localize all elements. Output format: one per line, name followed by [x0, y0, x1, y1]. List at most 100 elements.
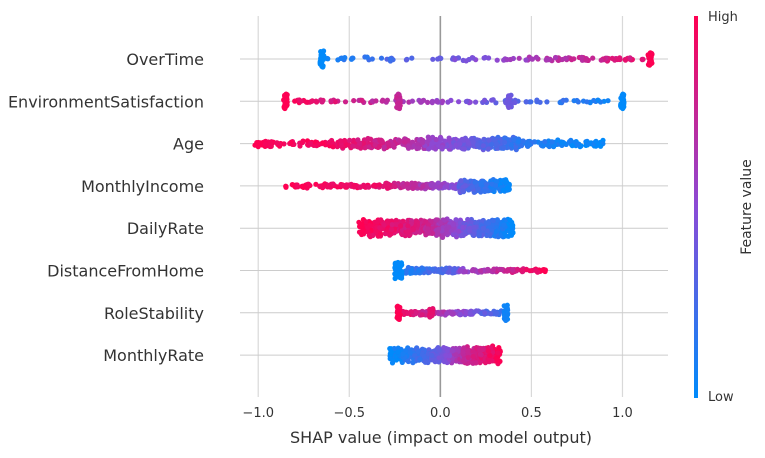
- shap-point: [294, 182, 300, 188]
- shap-point: [598, 143, 604, 149]
- shap-point: [540, 143, 546, 149]
- shap-point: [400, 351, 406, 357]
- shap-point: [342, 55, 348, 61]
- shap-point: [403, 57, 409, 63]
- shap-point: [569, 57, 575, 63]
- shap-point: [516, 138, 522, 144]
- shap-point: [529, 56, 536, 62]
- shap-point: [389, 222, 395, 228]
- shap-point: [308, 140, 314, 147]
- shap-point: [385, 140, 391, 146]
- shap-point: [458, 178, 464, 184]
- shap-point: [386, 182, 393, 188]
- shap-point: [318, 98, 325, 104]
- shap-point: [436, 268, 442, 274]
- feature-label: DistanceFromHome: [47, 262, 204, 281]
- grid-layer: [257, 16, 624, 397]
- shap-point: [390, 142, 396, 148]
- shap-point: [389, 226, 395, 233]
- shap-point: [639, 56, 645, 63]
- shap-point: [502, 231, 508, 237]
- shap-point: [425, 99, 431, 105]
- shap-point: [433, 217, 439, 223]
- shap-point: [325, 56, 331, 62]
- shap-point: [465, 354, 471, 361]
- shap-point: [452, 57, 458, 63]
- shap-point: [472, 179, 478, 185]
- shap-point: [481, 55, 487, 61]
- shap-point: [523, 99, 529, 105]
- shap-point: [363, 219, 369, 225]
- shap-point: [427, 314, 433, 320]
- shap-point: [409, 98, 415, 104]
- shap-point: [366, 184, 372, 190]
- shap-point: [487, 352, 493, 359]
- shap-point: [368, 136, 374, 142]
- shap-point: [473, 99, 479, 105]
- shap-point: [584, 99, 590, 105]
- shap-point: [609, 55, 615, 62]
- shap-point: [484, 266, 491, 273]
- shap-point: [283, 184, 289, 190]
- x-tick-label: −0.5: [333, 406, 365, 421]
- shap-point: [463, 310, 469, 316]
- shap-point: [288, 139, 294, 145]
- shap-point: [426, 347, 432, 353]
- shap-point: [438, 136, 444, 142]
- shap-point: [452, 267, 458, 273]
- shap-point: [372, 183, 378, 189]
- shap-point: [419, 140, 426, 146]
- shap-point: [467, 310, 473, 316]
- shap-point: [456, 228, 462, 234]
- feature-labels: OverTime EnvironmentSatisfaction Age Monthl…: [8, 50, 204, 365]
- shap-point: [598, 57, 604, 63]
- shap-point: [411, 181, 417, 187]
- shap-point: [502, 139, 508, 145]
- shap-point: [298, 98, 304, 104]
- shap-point: [482, 188, 488, 194]
- shap-point: [399, 275, 405, 281]
- shap-point: [473, 360, 479, 366]
- shap-point: [376, 182, 382, 188]
- shap-point: [446, 224, 452, 230]
- shap-point: [378, 217, 384, 223]
- shap-point: [463, 98, 469, 105]
- shap-point: [374, 219, 380, 225]
- shap-point: [471, 224, 477, 230]
- shap-point: [437, 184, 443, 190]
- shap-point: [423, 183, 430, 189]
- shap-point: [357, 223, 363, 230]
- shap-point: [328, 98, 334, 104]
- shap-point: [429, 352, 435, 358]
- shap-point: [494, 217, 500, 223]
- shap-point: [543, 57, 550, 63]
- shap-point: [342, 137, 348, 144]
- shap-point: [401, 183, 407, 190]
- shap-point: [429, 182, 436, 188]
- shap-point: [443, 183, 450, 189]
- shap-point: [409, 55, 415, 61]
- shap-point: [605, 98, 611, 104]
- shap-point: [435, 226, 442, 232]
- shap-point: [477, 268, 483, 274]
- shap-point: [403, 348, 409, 354]
- shap-point: [484, 181, 490, 187]
- points-layer: [252, 48, 655, 367]
- shap-point: [470, 55, 476, 61]
- shap-point: [360, 140, 367, 146]
- feature-label: DailyRate: [127, 219, 204, 238]
- shap-point: [509, 229, 515, 235]
- shap-point: [460, 188, 466, 194]
- shap-point: [359, 97, 365, 103]
- shap-point: [542, 139, 548, 145]
- shap-point: [511, 136, 517, 143]
- shap-point: [485, 220, 492, 226]
- shap-point: [489, 141, 495, 147]
- shap-point: [533, 54, 540, 61]
- shap-point: [422, 359, 428, 365]
- shap-point: [437, 55, 443, 61]
- shap-point: [493, 229, 499, 235]
- shap-point: [504, 268, 510, 274]
- colorbar: High Low Feature value: [694, 10, 755, 405]
